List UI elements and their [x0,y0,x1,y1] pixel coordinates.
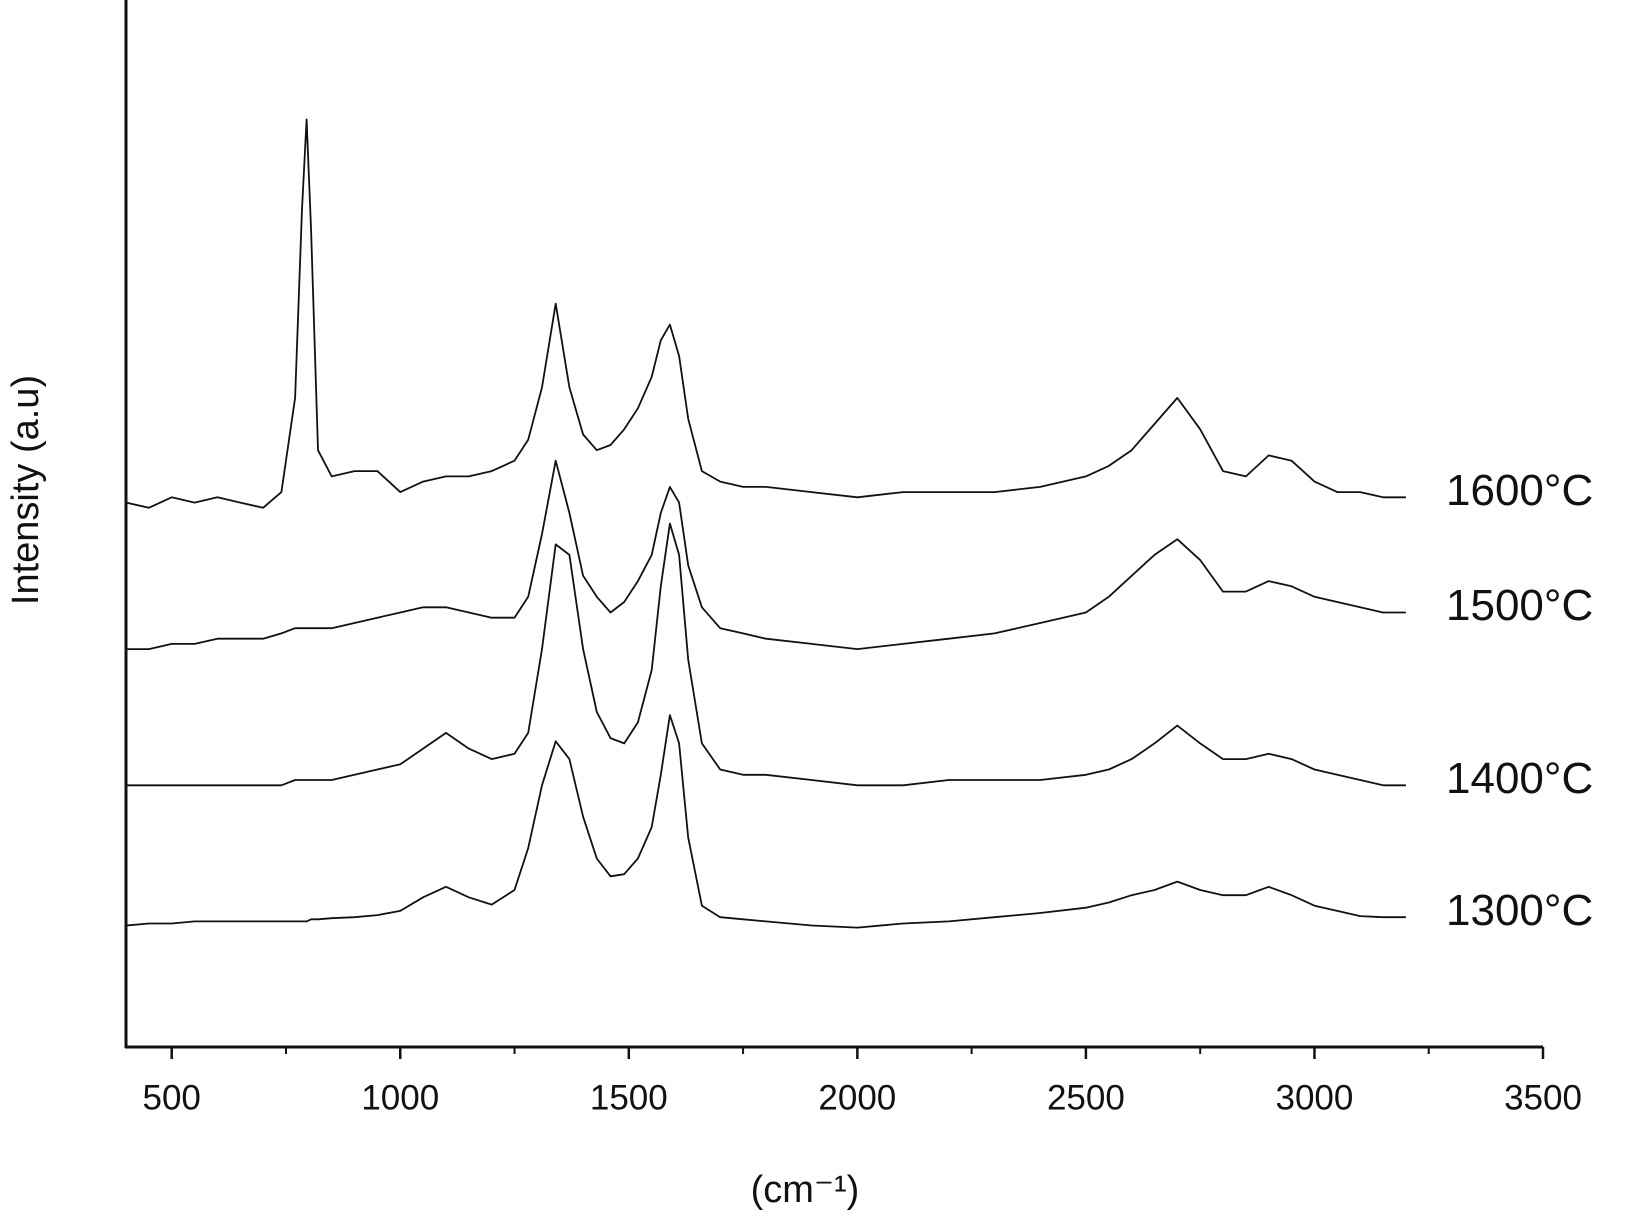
y-axis-title: Intensity (a.u) [5,375,47,605]
spectrum-line [125,714,1406,929]
x-tick-label: 500 [143,1078,201,1117]
spectrum-line [126,522,1406,787]
x-tick-label: 2000 [818,1078,896,1117]
series-label: 1300°C [1446,886,1593,935]
spectrum-line [125,118,1406,509]
x-tick-label: 1000 [361,1078,439,1117]
series-label: 1500°C [1446,581,1593,630]
series-label: 1400°C [1446,754,1593,803]
x-tick-label: 2500 [1047,1078,1125,1117]
x-tick-label: 3000 [1276,1078,1354,1117]
spectrum-line [126,459,1406,650]
x-tick-label: 3500 [1504,1078,1582,1117]
x-tick-label: 1500 [590,1078,668,1117]
series-label: 1600°C [1446,466,1593,515]
x-axis-title: (cm⁻¹) [751,1169,860,1211]
